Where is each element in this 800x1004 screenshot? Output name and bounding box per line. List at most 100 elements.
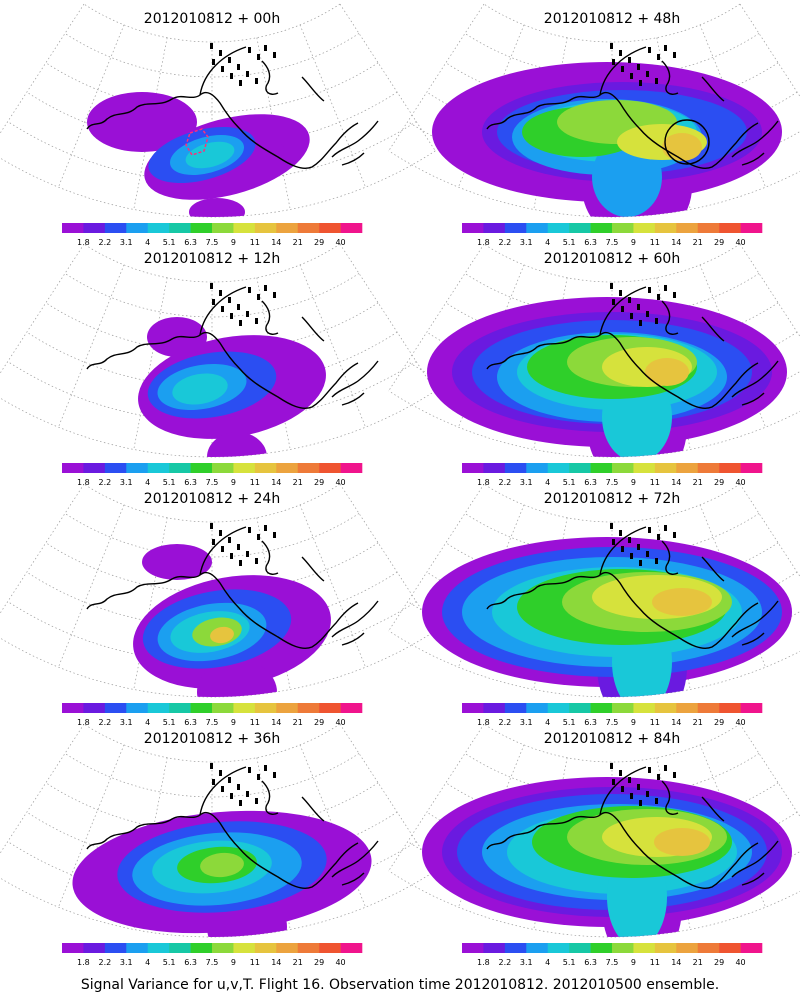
colorbar-swatch bbox=[233, 703, 256, 713]
colorbar-tick-label: 11 bbox=[250, 238, 260, 247]
colorbar-swatch bbox=[83, 223, 106, 233]
variance-contour bbox=[185, 141, 235, 169]
colorbar-swatch bbox=[633, 223, 656, 233]
variance-contour bbox=[662, 133, 702, 161]
colorbar-swatch bbox=[612, 703, 634, 713]
colorbar-tick-label: 11 bbox=[650, 718, 660, 727]
colorbar-swatch bbox=[612, 463, 634, 473]
colorbar-swatch bbox=[569, 703, 591, 713]
colorbar-swatch bbox=[83, 463, 106, 473]
coastlines bbox=[486, 763, 779, 889]
forecast-panels: 2012010812 + 00h 1.8 2.2 3.1 4 5.1 6.3 7.5 9 11 14… bbox=[0, 3, 800, 967]
colorbar-tick-label: 11 bbox=[250, 958, 260, 967]
colorbar-swatch bbox=[169, 943, 191, 953]
variance-field bbox=[138, 317, 326, 457]
forecast-panel-72h: 2012010812 + 72h 1.8 2.2 3.1 4 5.1 6.3 7.5 9 11 14… bbox=[388, 483, 800, 727]
colorbar-swatch bbox=[83, 703, 106, 713]
colorbar-tick-label: 3.1 bbox=[120, 958, 133, 967]
colorbar-tick-label: 5.1 bbox=[563, 238, 576, 247]
colorbar-swatch bbox=[62, 463, 84, 473]
colorbar-tick-label: 29 bbox=[314, 958, 324, 967]
forecast-panel-48h: 2012010812 + 48h 1.8 2.2 3.1 4 5.1 6.3 7.5 9 11 14… bbox=[388, 3, 800, 247]
colorbar-swatch bbox=[483, 703, 506, 713]
variance-field bbox=[432, 62, 782, 217]
coastlines bbox=[86, 283, 379, 409]
colorbar-swatch bbox=[297, 463, 320, 473]
colorbar-swatch bbox=[740, 463, 763, 473]
panel-title: 2012010812 + 72h bbox=[544, 491, 680, 507]
variance-field bbox=[427, 297, 787, 457]
colorbar: 1.8 2.2 3.1 4 5.1 6.3 7.5 9 11 14 21 29 40 bbox=[462, 463, 763, 487]
colorbar-swatch bbox=[319, 943, 341, 953]
colorbar-tick-label: 3.1 bbox=[520, 958, 533, 967]
colorbar-tick-label: 6.3 bbox=[184, 958, 197, 967]
colorbar-swatch bbox=[340, 463, 363, 473]
colorbar-tick-label: 3.1 bbox=[120, 478, 133, 487]
colorbar-tick-label: 9 bbox=[231, 718, 236, 727]
colorbar-tick-label: 6.3 bbox=[584, 478, 597, 487]
colorbar-tick-label: 40 bbox=[335, 478, 345, 487]
colorbar-swatch bbox=[104, 463, 127, 473]
map-area bbox=[0, 243, 436, 458]
colorbar-tick-label: 40 bbox=[735, 958, 745, 967]
panel-title: 2012010812 + 36h bbox=[144, 731, 280, 747]
colorbar-swatch bbox=[590, 463, 613, 473]
panel-title: 2012010812 + 60h bbox=[544, 251, 680, 267]
panel-title: 2012010812 + 84h bbox=[544, 731, 680, 747]
colorbar-swatch bbox=[654, 703, 677, 713]
colorbar-swatch bbox=[62, 223, 84, 233]
map-area bbox=[0, 483, 436, 698]
colorbar-tick-label: 2.2 bbox=[498, 958, 511, 967]
colorbar-tick-label: 40 bbox=[735, 238, 745, 247]
colorbar-swatch bbox=[483, 463, 506, 473]
colorbar-tick-label: 1.8 bbox=[477, 958, 490, 967]
colorbar-tick-label: 3.1 bbox=[120, 238, 133, 247]
colorbar-tick-label: 7.5 bbox=[206, 958, 219, 967]
variance-contour bbox=[189, 198, 245, 217]
colorbar: 1.8 2.2 3.1 4 5.1 6.3 7.5 9 11 14 21 29 40 bbox=[462, 703, 763, 727]
map-area bbox=[0, 3, 436, 218]
colorbar-swatch bbox=[190, 943, 213, 953]
colorbar-tick-label: 21 bbox=[693, 478, 703, 487]
coastlines bbox=[86, 523, 379, 649]
colorbar-swatch bbox=[676, 943, 699, 953]
colorbar-swatch bbox=[740, 703, 763, 713]
colorbar-swatch bbox=[462, 703, 484, 713]
colorbar-tick-label: 29 bbox=[714, 238, 724, 247]
colorbar-swatch bbox=[276, 223, 299, 233]
colorbar-swatch bbox=[697, 463, 720, 473]
variance-contour bbox=[197, 660, 277, 697]
colorbar-tick-label: 21 bbox=[293, 718, 303, 727]
colorbar-swatch bbox=[504, 943, 527, 953]
colorbar-tick-label: 5.1 bbox=[563, 958, 576, 967]
colorbar-tick-label: 9 bbox=[231, 478, 236, 487]
colorbar-tick-label: 2.2 bbox=[98, 718, 111, 727]
colorbar-swatch bbox=[719, 703, 741, 713]
colorbar-swatch bbox=[569, 463, 591, 473]
colorbar-tick-label: 4 bbox=[145, 718, 150, 727]
colorbar-swatch bbox=[340, 703, 363, 713]
colorbar-tick-label: 4 bbox=[545, 958, 550, 967]
colorbar-swatch bbox=[276, 943, 299, 953]
colorbar-swatch bbox=[254, 943, 277, 953]
colorbar-swatch bbox=[276, 463, 299, 473]
colorbar-swatch bbox=[462, 463, 484, 473]
colorbar-tick-label: 2.2 bbox=[98, 958, 111, 967]
colorbar-tick-label: 3.1 bbox=[120, 718, 133, 727]
colorbar-tick-label: 21 bbox=[293, 958, 303, 967]
colorbar-swatch bbox=[526, 943, 549, 953]
map-area bbox=[388, 3, 800, 218]
colorbar-tick-label: 14 bbox=[671, 718, 681, 727]
variance-contour bbox=[645, 358, 689, 386]
colorbar-tick-label: 9 bbox=[231, 958, 236, 967]
colorbar-tick-label: 1.8 bbox=[77, 718, 90, 727]
coastlines bbox=[86, 763, 379, 889]
colorbar-tick-label: 40 bbox=[335, 718, 345, 727]
colorbar-tick-label: 14 bbox=[671, 478, 681, 487]
colorbar-tick-label: 21 bbox=[693, 718, 703, 727]
colorbar-swatch bbox=[319, 463, 341, 473]
colorbar: 1.8 2.2 3.1 4 5.1 6.3 7.5 9 11 14 21 29 40 bbox=[62, 943, 363, 967]
panel-title: 2012010812 + 00h bbox=[144, 11, 280, 27]
colorbar-tick-label: 2.2 bbox=[498, 718, 511, 727]
